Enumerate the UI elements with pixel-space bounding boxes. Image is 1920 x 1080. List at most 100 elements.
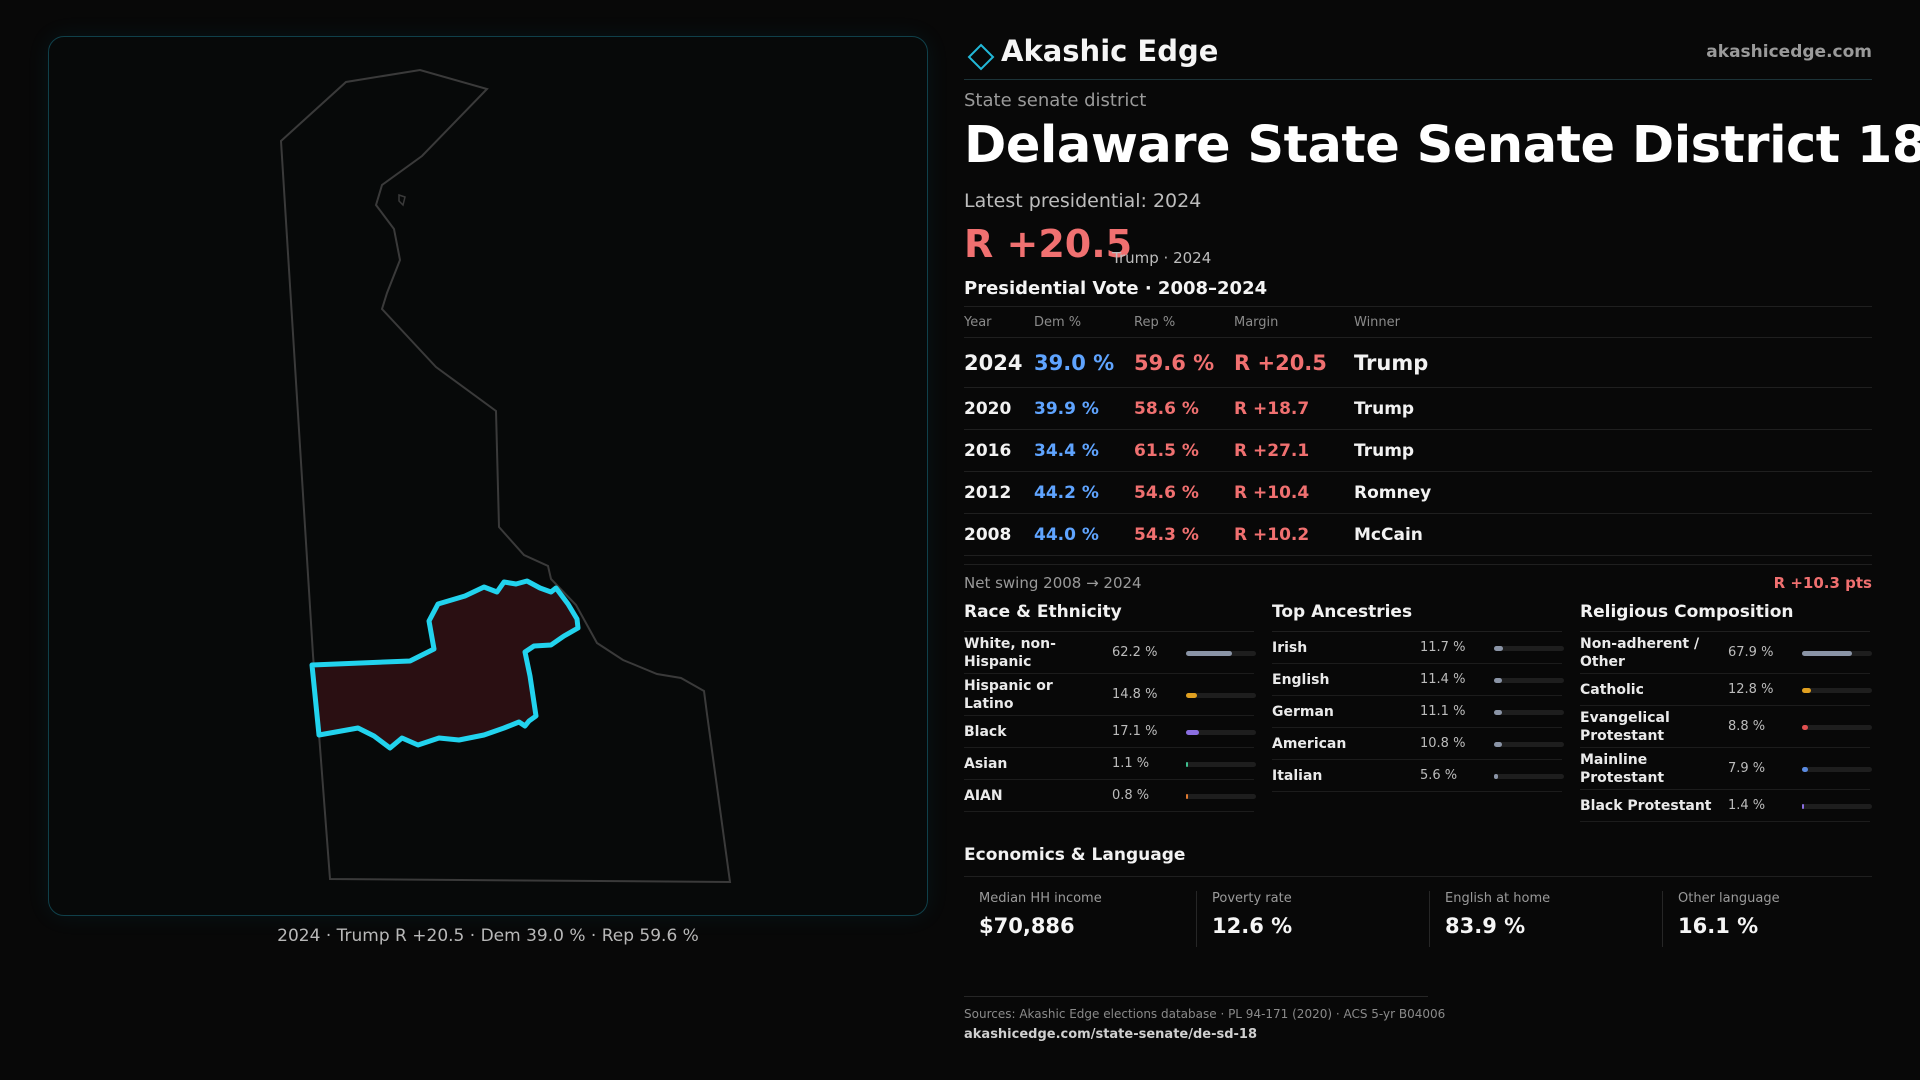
econ-poverty: Poverty rate 12.6 % [1196, 891, 1429, 947]
brand-url-link[interactable]: akashicedge.com [1706, 42, 1872, 62]
demo-label: Hispanic or Latino [964, 678, 1053, 712]
demo-bar-track [1186, 730, 1256, 735]
demo-bar-track [1186, 651, 1256, 656]
econ-english: English at home 83.9 % [1429, 891, 1662, 947]
demo-label: Catholic [1580, 682, 1644, 698]
row-dem: 44.2 % [1034, 483, 1099, 503]
table-row: 2016 34.4 % 61.5 % R +27.1 Trump [964, 430, 1872, 472]
demo-bar-fill [1494, 646, 1503, 651]
headline-margin-note: Trump · 2024 [1112, 249, 1212, 267]
demo-row: Asian 1.1 % [964, 748, 1256, 780]
demo-label: Non-adherent / Other [1580, 636, 1700, 670]
row-winner: Romney [1354, 483, 1432, 503]
section-title: Top Ancestries [1272, 602, 1562, 632]
econ-income: Median HH income $70,886 [964, 891, 1196, 947]
demo-percent: 7.9 % [1728, 761, 1766, 776]
demo-label: Evangelical Protestant [1580, 710, 1670, 744]
demo-bar-track [1186, 693, 1256, 698]
latest-presidential: Latest presidential: 2024 [964, 190, 1202, 212]
row-year: 2012 [964, 483, 1012, 503]
demo-label: White, non-Hispanic [964, 636, 1056, 670]
state-outline-islet [398, 193, 406, 207]
demo-row: Irish 11.7 % [1272, 632, 1564, 664]
demo-bar-fill [1494, 742, 1502, 747]
demo-bar-track [1494, 646, 1564, 651]
column-header-dem: Dem % [1034, 315, 1082, 330]
footer: Sources: Akashic Edge elections database… [964, 996, 1445, 1042]
row-dem: 44.0 % [1034, 525, 1099, 545]
demo-label: Mainline Protestant [1580, 752, 1665, 786]
page-title: Delaware State Senate District 18 [964, 116, 1920, 175]
column-header-winner: Winner [1354, 315, 1401, 330]
demo-bar-track [1802, 767, 1872, 772]
demo-bar-track [1802, 651, 1872, 656]
demo-bar-fill [1186, 762, 1188, 767]
row-year: 2020 [964, 399, 1012, 419]
row-dem: 39.9 % [1034, 399, 1099, 419]
demo-bar-fill [1186, 693, 1197, 698]
demo-bar-fill [1802, 725, 1809, 730]
econ-label: Median HH income [979, 891, 1102, 906]
row-margin: R +18.7 [1234, 399, 1310, 419]
row-margin: R +20.5 [1234, 351, 1327, 375]
demo-row: Evangelical Protestant 8.8 % [1580, 706, 1872, 748]
table-row: 2012 44.2 % 54.6 % R +10.4 Romney [964, 472, 1872, 514]
row-margin: R +10.4 [1234, 483, 1310, 503]
ancestry-section: Top Ancestries Irish 11.7 % English 11.4 % G… [1272, 602, 1564, 792]
map-canvas [279, 68, 732, 884]
table-header: Year Dem % Rep % Margin Winner [964, 306, 1872, 338]
demo-row: English 11.4 % [1272, 664, 1564, 696]
demo-bar-fill [1186, 730, 1199, 735]
demo-row: Non-adherent / Other 67.9 % [1580, 632, 1872, 674]
row-margin: R +27.1 [1234, 441, 1310, 461]
presidential-table: Year Dem % Rep % Margin Winner 2024 39.0… [964, 306, 1872, 556]
net-swing-label: Net swing 2008 → 2024 [964, 574, 1142, 592]
demo-label: Black Protestant [1580, 798, 1712, 814]
section-title: Race & Ethnicity [964, 602, 1254, 632]
district-type: State senate district [964, 90, 1147, 111]
race-ethnicity-section: Race & Ethnicity White, non-Hispanic 62.2… [964, 602, 1256, 812]
econ-label: Other language [1678, 891, 1780, 906]
net-swing-value: R +10.3 pts [1773, 574, 1872, 592]
demo-row: German 11.1 % [1272, 696, 1564, 728]
net-swing: Net swing 2008 → 2024 R +10.3 pts [964, 564, 1872, 594]
table-row: 2020 39.9 % 58.6 % R +18.7 Trump [964, 388, 1872, 430]
demo-bar-fill [1802, 804, 1804, 809]
demo-percent: 10.8 % [1420, 736, 1466, 751]
demo-row: Mainline Protestant 7.9 % [1580, 748, 1872, 790]
row-winner: Trump [1354, 441, 1415, 461]
demo-percent: 8.8 % [1728, 719, 1766, 734]
demo-percent: 12.8 % [1728, 682, 1774, 697]
demo-label: Italian [1272, 768, 1323, 784]
row-winner: Trump [1354, 399, 1415, 419]
diamond-logo-icon [967, 43, 995, 71]
demo-percent: 11.7 % [1420, 640, 1466, 655]
demo-bar-track [1494, 710, 1564, 715]
demo-row: White, non-Hispanic 62.2 % [964, 632, 1256, 674]
econ-value: $70,886 [979, 914, 1075, 938]
district-map[interactable] [48, 36, 928, 916]
demo-bar-track [1494, 678, 1564, 683]
presidential-table-title: Presidential Vote · 2008–2024 [964, 278, 1268, 299]
econ-value: 12.6 % [1212, 914, 1293, 938]
demo-percent: 11.1 % [1420, 704, 1466, 719]
demo-label: English [1272, 672, 1330, 688]
district-outline[interactable] [309, 578, 581, 751]
demo-bar-fill [1494, 678, 1503, 683]
brand-header: Akashic Edge akashicedge.com [964, 34, 1872, 80]
demo-bar-fill [1802, 688, 1812, 693]
econ-label: English at home [1445, 891, 1551, 906]
row-winner: Trump [1354, 351, 1429, 375]
demo-label: Irish [1272, 640, 1308, 656]
economics-title: Economics & Language [964, 845, 1186, 865]
row-year: 2008 [964, 525, 1012, 545]
brand-name: Akashic Edge [1001, 34, 1219, 68]
demo-bar-fill [1802, 767, 1808, 772]
demo-label: AIAN [964, 788, 1003, 804]
demo-percent: 1.4 % [1728, 798, 1766, 813]
page-url-link[interactable]: akashicedge.com/state-senate/de-sd-18 [964, 1027, 1258, 1042]
demo-label: American [1272, 736, 1347, 752]
demo-row: AIAN 0.8 % [964, 780, 1256, 812]
row-rep: 59.6 % [1134, 351, 1215, 375]
table-row: 2024 39.0 % 59.6 % R +20.5 Trump [964, 338, 1872, 388]
